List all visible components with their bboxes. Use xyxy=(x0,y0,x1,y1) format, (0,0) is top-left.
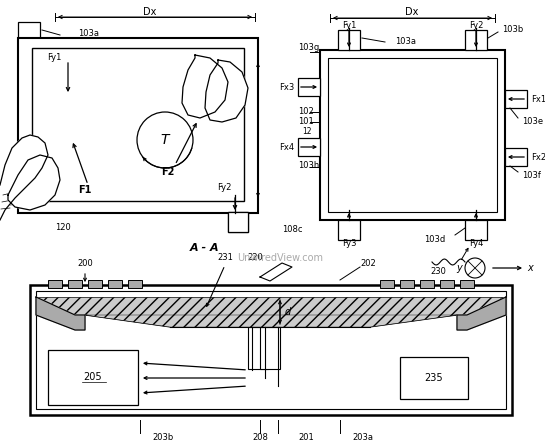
Bar xyxy=(338,30,360,50)
Bar xyxy=(18,38,258,213)
Text: 203b: 203b xyxy=(152,433,173,440)
Text: 205: 205 xyxy=(84,372,102,382)
Text: 230: 230 xyxy=(430,268,446,276)
Text: 108c: 108c xyxy=(282,225,302,235)
Text: Dx: Dx xyxy=(405,7,419,17)
Bar xyxy=(260,327,280,369)
Bar xyxy=(228,212,248,232)
Text: A - A: A - A xyxy=(190,243,220,253)
Text: Fy4: Fy4 xyxy=(469,238,483,247)
Bar xyxy=(440,280,454,288)
Text: 103f: 103f xyxy=(522,170,541,180)
Text: 202: 202 xyxy=(360,258,376,268)
Bar xyxy=(505,90,527,108)
Text: 231: 231 xyxy=(217,253,233,261)
Bar xyxy=(108,280,122,288)
Bar xyxy=(248,327,268,369)
Polygon shape xyxy=(260,263,292,281)
Text: 103a: 103a xyxy=(78,29,99,38)
Bar xyxy=(18,22,40,40)
Text: 120: 120 xyxy=(55,224,71,232)
Text: x: x xyxy=(527,263,533,273)
Bar xyxy=(328,58,497,212)
Bar xyxy=(30,285,512,415)
Text: UnwiredView.com: UnwiredView.com xyxy=(237,253,323,263)
Bar xyxy=(505,148,527,166)
Bar xyxy=(68,280,82,288)
Text: 103e: 103e xyxy=(522,117,543,126)
Text: 12: 12 xyxy=(302,128,312,136)
Text: Fx1: Fx1 xyxy=(531,95,545,103)
Text: F2: F2 xyxy=(161,167,175,177)
Bar xyxy=(380,280,394,288)
Text: 220: 220 xyxy=(247,253,263,261)
Text: Fy2: Fy2 xyxy=(469,21,483,29)
Text: d: d xyxy=(285,307,291,317)
Text: Fy2: Fy2 xyxy=(217,183,232,192)
Text: Dx: Dx xyxy=(143,7,157,17)
Bar xyxy=(338,220,360,240)
Polygon shape xyxy=(36,297,85,330)
Text: Fy1: Fy1 xyxy=(342,21,356,29)
Bar xyxy=(400,357,468,399)
Text: Fx4: Fx4 xyxy=(279,143,294,151)
Bar xyxy=(32,48,244,201)
Polygon shape xyxy=(182,55,228,118)
Polygon shape xyxy=(205,60,248,122)
Bar xyxy=(465,220,487,240)
Bar xyxy=(228,212,248,232)
Text: 103d: 103d xyxy=(424,235,445,245)
Text: 102: 102 xyxy=(298,107,314,117)
Bar xyxy=(36,297,506,315)
Text: Fx3: Fx3 xyxy=(278,82,294,92)
Polygon shape xyxy=(85,315,457,327)
Bar xyxy=(400,280,414,288)
Text: Fx2: Fx2 xyxy=(531,153,545,161)
Text: 201: 201 xyxy=(298,433,314,440)
Polygon shape xyxy=(8,155,60,210)
Text: F1: F1 xyxy=(78,185,92,195)
Text: Fy3: Fy3 xyxy=(342,238,356,247)
Text: y: y xyxy=(456,263,462,273)
Text: 103b: 103b xyxy=(502,26,523,34)
Polygon shape xyxy=(0,135,48,220)
Text: 235: 235 xyxy=(425,373,443,383)
Bar xyxy=(465,30,487,50)
Bar xyxy=(36,291,506,409)
Text: Fy1: Fy1 xyxy=(47,54,62,62)
Bar xyxy=(88,280,102,288)
Bar xyxy=(298,78,320,96)
Text: 103a: 103a xyxy=(395,37,416,47)
Bar xyxy=(48,280,62,288)
Bar xyxy=(320,50,505,220)
Bar xyxy=(48,350,138,405)
Text: 200: 200 xyxy=(77,258,93,268)
Bar xyxy=(298,138,320,156)
Text: T: T xyxy=(161,133,169,147)
Text: 103g: 103g xyxy=(298,44,319,52)
Text: 103h: 103h xyxy=(298,161,319,169)
Text: 208: 208 xyxy=(252,433,268,440)
Bar xyxy=(128,280,142,288)
Text: 203a: 203a xyxy=(352,433,373,440)
Polygon shape xyxy=(457,297,506,330)
Text: 101: 101 xyxy=(298,117,314,126)
Bar xyxy=(420,280,434,288)
Bar xyxy=(460,280,474,288)
